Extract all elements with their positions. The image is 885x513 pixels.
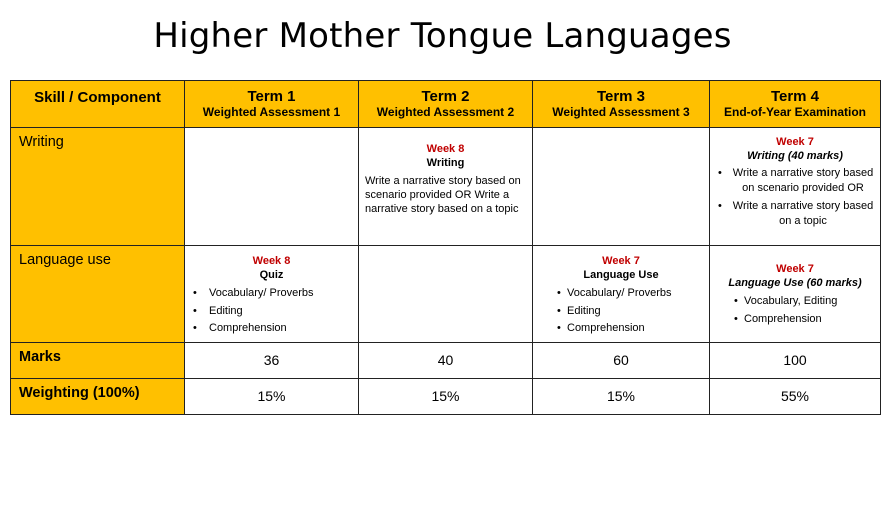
- header-term-3: Term 3 Weighted Assessment 3: [532, 80, 710, 128]
- list-item: • Comprehension: [557, 322, 645, 334]
- page-title: Higher Mother Tongue Languages: [153, 16, 732, 56]
- bullet-list: • Vocabulary/ Proverbs • Editing • Compreh…: [539, 285, 703, 338]
- language-term-4-cell: Week 7 Language Use (60 marks) • Vocabula…: [709, 245, 881, 343]
- week-label: Week 8: [426, 143, 465, 155]
- header-skill-component: Skill / Component: [10, 80, 185, 128]
- row-label-marks: Marks: [10, 341, 185, 379]
- marks-term-4: 100: [709, 341, 881, 379]
- list-item: • Write a narrative story based on scenar…: [718, 167, 874, 194]
- week-label: Week 7: [602, 255, 640, 267]
- week-label: Week 8: [252, 255, 291, 267]
- term-assessment: Weighted Assessment 3: [552, 105, 690, 119]
- bullet-list: • Vocabulary, Editing • Comprehension: [716, 293, 874, 328]
- list-item: • Editing: [557, 304, 601, 317]
- language-use-row: Language use Week 8 Quiz • Vocabulary/ Pr…: [10, 245, 881, 343]
- weighting-term-3: 15%: [532, 377, 710, 415]
- row-label-writing: Writing: [10, 127, 185, 246]
- writing-term-4-cell: Week 7 Writing (40 marks) • Write a narra…: [709, 127, 881, 246]
- header-term-2: Term 2 Weighted Assessment 2: [358, 80, 533, 128]
- language-term-2-cell: [358, 245, 533, 343]
- assessment-title: Writing (40 marks): [747, 150, 843, 162]
- week-label: Week 7: [776, 263, 814, 275]
- bullet-list: • Write a narrative story based on scenar…: [716, 166, 874, 228]
- header-row: Skill / Component Term 1 Weighted Assess…: [10, 80, 881, 128]
- week-label: Week 7: [776, 136, 814, 148]
- term-assessment: Weighted Assessment 2: [376, 105, 515, 119]
- language-term-3-cell: Week 7 Language Use • Vocabulary/ Proverb…: [532, 245, 710, 343]
- assessment-description: Write a narrative story based on scenari…: [365, 175, 521, 215]
- term-label: Term 2: [421, 88, 470, 105]
- language-term-1-cell: Week 8 Quiz • Vocabulary/ Proverbs • Edit…: [184, 245, 359, 343]
- bullet-list: • Vocabulary/ Proverbs • Editing • Compreh…: [191, 285, 352, 338]
- list-item: • Editing: [193, 304, 243, 317]
- row-label-weighting: Weighting (100%): [10, 377, 185, 415]
- weighting-term-1: 15%: [184, 377, 359, 415]
- list-item: • Comprehension: [734, 312, 822, 325]
- assessment-table: Skill / Component Term 1 Weighted Assess…: [10, 80, 881, 415]
- term-assessment: Weighted Assessment 1: [202, 105, 341, 119]
- list-item: • Vocabulary/ Proverbs: [557, 287, 672, 299]
- writing-term-2-cell: Week 8 Writing Write a narrative story b…: [358, 127, 533, 246]
- term-label: Term 4: [770, 88, 820, 105]
- list-item: • Vocabulary/ Proverbs: [193, 287, 314, 299]
- marks-term-1: 36: [184, 341, 359, 379]
- weighting-term-4: 55%: [709, 377, 881, 415]
- list-item: • Write a narrative story based on a topi…: [718, 200, 874, 227]
- header-term-1: Term 1 Weighted Assessment 1: [184, 80, 359, 128]
- list-item: • Vocabulary, Editing: [734, 295, 838, 307]
- writing-term-1-cell: [184, 127, 359, 246]
- writing-term-3-cell: [532, 127, 710, 246]
- row-label-language-use: Language use: [10, 245, 185, 343]
- writing-row: Writing Week 8 Writing Write a narrative…: [10, 127, 881, 246]
- marks-term-3: 60: [532, 341, 710, 379]
- weighting-term-2: 15%: [358, 377, 533, 415]
- marks-term-2: 40: [358, 341, 533, 379]
- assessment-title: Language Use: [583, 269, 659, 281]
- assessment-title: Quiz: [259, 269, 284, 281]
- assessment-title: Language Use (60 marks): [728, 277, 862, 289]
- term-label: Term 3: [596, 88, 646, 105]
- marks-row: Marks 36 40 60 100: [10, 341, 881, 379]
- assessment-title: Writing: [426, 157, 465, 169]
- list-item: • Comprehension: [193, 322, 287, 334]
- header-term-4: Term 4 End-of-Year Examination: [709, 80, 881, 128]
- weighting-row: Weighting (100%) 15% 15% 15% 55%: [10, 377, 881, 415]
- term-assessment: End-of-Year Examination: [723, 105, 867, 119]
- term-label: Term 1: [247, 88, 296, 105]
